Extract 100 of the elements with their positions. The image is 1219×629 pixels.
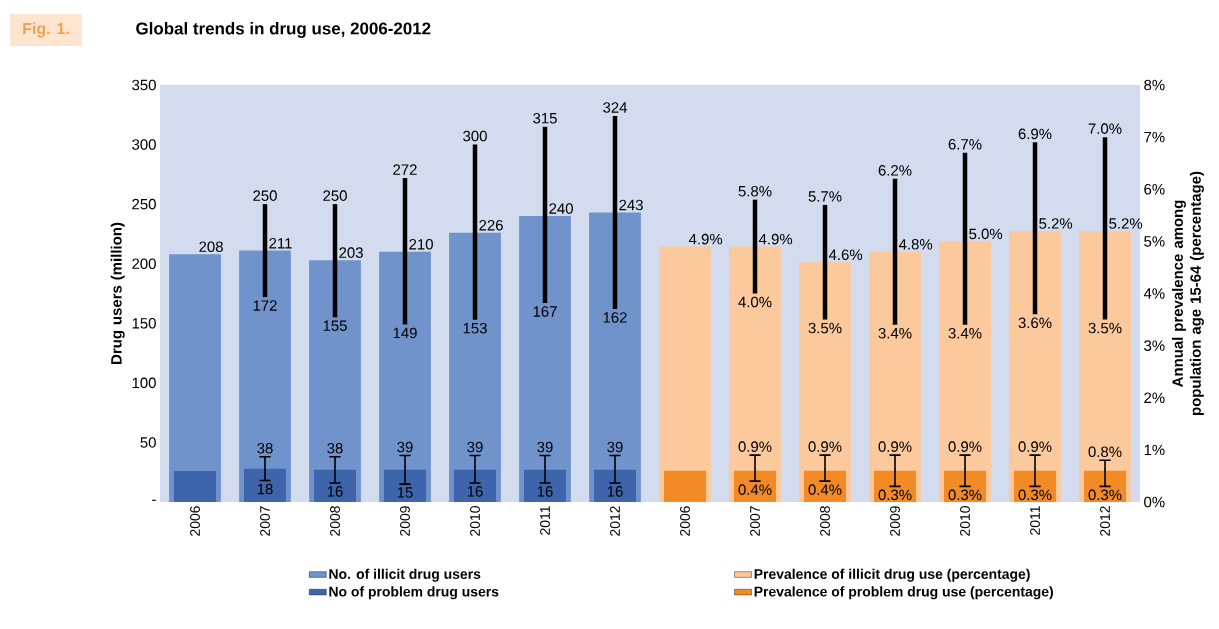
- annotation: 39: [607, 441, 623, 453]
- annotation: 16: [467, 486, 483, 497]
- annotation: 0.9%: [1018, 441, 1052, 452]
- bar: [384, 469, 426, 502]
- y-tick-label: 1%: [1144, 444, 1165, 456]
- bar: [244, 468, 286, 502]
- y-tick-label: 3%: [1144, 340, 1165, 351]
- data-label: 243: [619, 199, 643, 211]
- data-label: 5.0%: [969, 228, 1003, 240]
- x-tick-label: 2012: [1100, 506, 1110, 536]
- y-axis-title: Drug users (million): [110, 222, 125, 364]
- annotation: 272: [393, 164, 417, 175]
- annotation: 3.5%: [808, 322, 842, 334]
- annotation: 250: [253, 190, 277, 201]
- annotation: 0.9%: [738, 441, 772, 452]
- y-tick-label: 200: [132, 258, 156, 269]
- annotation: 5.8%: [738, 185, 772, 197]
- y-tick-label: 150: [132, 317, 156, 329]
- x-tick-label: 2007: [260, 506, 270, 536]
- bar: [664, 470, 707, 502]
- y-tick-label: 2%: [1144, 392, 1165, 404]
- annotation: 0.3%: [878, 489, 912, 501]
- y-tick-label: 100: [132, 377, 156, 389]
- x-tick-label: 2010: [470, 506, 480, 536]
- annotation: 0.9%: [878, 441, 912, 452]
- annotation: 16: [607, 486, 623, 497]
- data-label: 211: [269, 237, 292, 249]
- bar: [169, 254, 221, 502]
- x-tick-label: 2011: [540, 506, 550, 535]
- annotation: 0.3%: [1018, 489, 1052, 501]
- annotation: 39: [467, 441, 483, 453]
- annotation: 3.4%: [948, 327, 982, 339]
- annotation: 0.9%: [948, 441, 982, 452]
- y-tick-label: 50: [140, 437, 156, 448]
- bar: [594, 469, 636, 502]
- annotation: 162: [603, 312, 627, 323]
- x-tick-label: 2009: [890, 506, 900, 536]
- x-tick-label: 2011: [1030, 506, 1040, 535]
- x-tick-label: 2010: [960, 506, 970, 536]
- data-label: 4.8%: [898, 239, 933, 250]
- y-tick-label: 4%: [1143, 288, 1165, 299]
- annotation: 0.4%: [808, 484, 842, 495]
- caption: Fig. 1.: [23, 22, 69, 38]
- bar: [659, 246, 711, 502]
- annotation: 38: [327, 442, 343, 454]
- legend-label: No. of illicit drug users: [329, 568, 481, 582]
- y-tick-label: 6%: [1144, 183, 1165, 195]
- data-label: 208: [199, 241, 223, 252]
- annotation: 315: [533, 112, 557, 124]
- annotation: 16: [327, 486, 343, 497]
- x-tick-label: 2008: [330, 506, 340, 536]
- annotation: 6.2%: [878, 165, 912, 176]
- x-tick-label: 2012: [610, 506, 620, 536]
- annotation: 0.4%: [738, 484, 772, 495]
- y-tick-label: 300: [132, 139, 156, 150]
- y-tick-label: 8%: [1144, 79, 1165, 91]
- annotation: 4.0%: [738, 296, 772, 308]
- y-tick-label: 0%: [1144, 496, 1165, 508]
- y-tick-label: -: [152, 499, 156, 501]
- annotation: 250: [323, 190, 347, 201]
- annotation: 38: [257, 442, 273, 454]
- annotation: 6.7%: [948, 138, 982, 150]
- x-tick-label: 2009: [400, 506, 410, 536]
- legend-label: Prevalence of illicit drug use (percentage): [754, 568, 1030, 582]
- annotation: 18: [257, 483, 273, 495]
- data-label: 210: [409, 239, 433, 250]
- data-label: 4.6%: [828, 249, 863, 261]
- annotation: 39: [397, 441, 413, 453]
- annotation: 149: [393, 327, 417, 339]
- x-tick-label: 2007: [750, 506, 760, 536]
- annotation: 153: [463, 322, 487, 334]
- chart-title: Global trends in drug use, 2006-2012: [136, 22, 431, 38]
- annotation: 3.4%: [878, 327, 912, 339]
- data-label: 240: [549, 203, 573, 214]
- annotation: 155: [323, 320, 347, 331]
- bar: [314, 469, 356, 502]
- annotation: 39: [537, 441, 553, 453]
- annotation: 324: [603, 102, 628, 113]
- y-tick-label: 250: [132, 198, 156, 210]
- x-tick-label: 2008: [820, 506, 830, 536]
- y-tick-label: 7%: [1144, 131, 1165, 143]
- annotation: 3.5%: [1088, 322, 1122, 334]
- bar: [454, 469, 496, 502]
- data-label: 4.9%: [688, 233, 723, 245]
- annotation: 16: [537, 486, 553, 497]
- annotation: 0.3%: [1088, 489, 1122, 501]
- y-tick-label: 5%: [1144, 236, 1165, 247]
- data-label: 203: [339, 247, 363, 258]
- annotation: 172: [253, 300, 277, 311]
- annotation: 3.6%: [1018, 317, 1052, 329]
- x-tick-label: 2006: [680, 506, 690, 536]
- data-label: 5.2%: [1109, 218, 1143, 229]
- annotation: 167: [533, 306, 557, 317]
- annotation: 7.0%: [1088, 123, 1122, 134]
- data-label: 4.9%: [758, 233, 793, 245]
- data-label: 226: [479, 219, 503, 231]
- annotation: 15: [397, 487, 413, 498]
- legend-label: No of problem drug users: [329, 586, 499, 600]
- annotation: 0.3%: [948, 489, 982, 501]
- bar: [524, 469, 566, 502]
